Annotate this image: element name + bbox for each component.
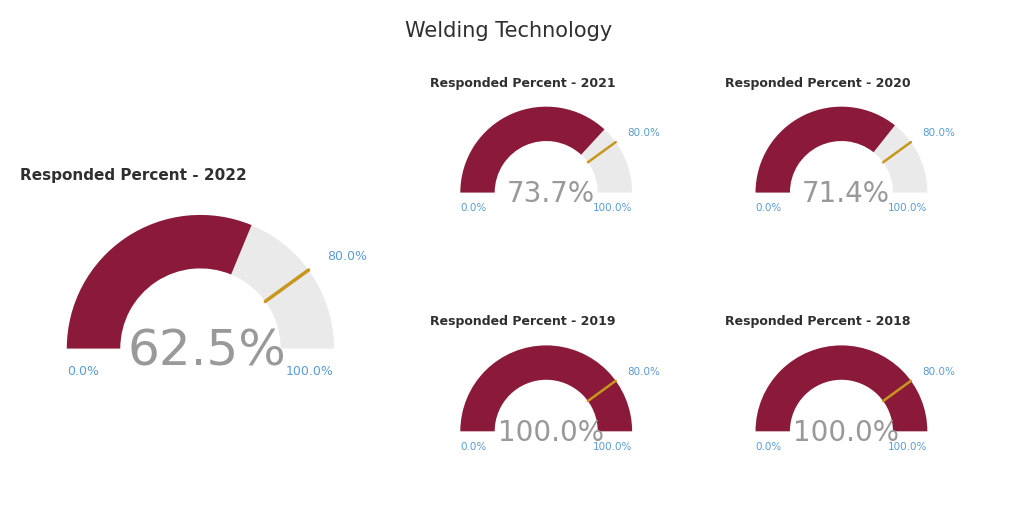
Text: Responded Percent - 2018: Responded Percent - 2018 — [726, 316, 911, 329]
Wedge shape — [67, 215, 334, 349]
Text: Responded Percent - 2020: Responded Percent - 2020 — [726, 77, 911, 90]
Text: 80.0%: 80.0% — [922, 129, 956, 139]
Text: Responded Percent - 2021: Responded Percent - 2021 — [431, 77, 616, 90]
Text: 100.0%: 100.0% — [888, 442, 927, 452]
Text: 0.0%: 0.0% — [67, 364, 99, 378]
Wedge shape — [755, 346, 927, 431]
Text: 100.0%: 100.0% — [286, 364, 334, 378]
Text: 0.0%: 0.0% — [755, 203, 782, 213]
Text: 71.4%: 71.4% — [802, 180, 890, 208]
Text: 80.0%: 80.0% — [627, 129, 661, 139]
Wedge shape — [755, 346, 927, 431]
Wedge shape — [460, 107, 632, 193]
Wedge shape — [755, 107, 895, 193]
Wedge shape — [460, 107, 605, 193]
Text: 100.0%: 100.0% — [793, 419, 899, 447]
Text: 0.0%: 0.0% — [755, 442, 782, 452]
Text: 100.0%: 100.0% — [498, 419, 604, 447]
Text: 80.0%: 80.0% — [627, 367, 661, 377]
Text: Welding Technology: Welding Technology — [405, 21, 613, 41]
Text: 100.0%: 100.0% — [592, 203, 632, 213]
Text: 80.0%: 80.0% — [922, 367, 956, 377]
Text: 80.0%: 80.0% — [327, 250, 366, 263]
Text: 73.7%: 73.7% — [506, 180, 595, 208]
Text: 0.0%: 0.0% — [460, 203, 487, 213]
Text: 0.0%: 0.0% — [460, 442, 487, 452]
Wedge shape — [460, 346, 632, 431]
Text: Responded Percent - 2022: Responded Percent - 2022 — [20, 168, 246, 183]
Text: Responded Percent - 2019: Responded Percent - 2019 — [431, 316, 616, 329]
Text: 62.5%: 62.5% — [127, 327, 286, 375]
Wedge shape — [460, 346, 632, 431]
Wedge shape — [67, 215, 251, 349]
Text: 100.0%: 100.0% — [592, 442, 632, 452]
Text: 100.0%: 100.0% — [888, 203, 927, 213]
Wedge shape — [755, 107, 927, 193]
